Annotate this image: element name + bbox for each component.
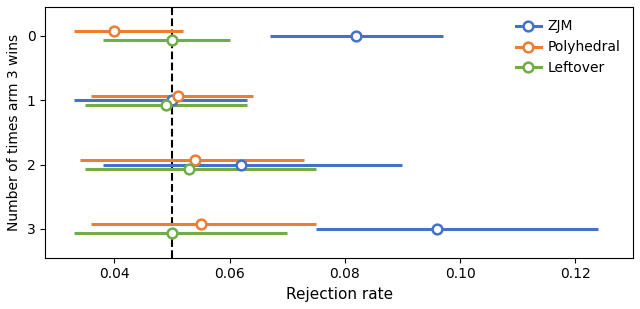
Legend: ZJM, Polyhedral, Leftover: ZJM, Polyhedral, Leftover	[510, 14, 626, 81]
X-axis label: Rejection rate: Rejection rate	[285, 287, 392, 302]
Y-axis label: Number of times arm 3 wins: Number of times arm 3 wins	[7, 34, 21, 231]
